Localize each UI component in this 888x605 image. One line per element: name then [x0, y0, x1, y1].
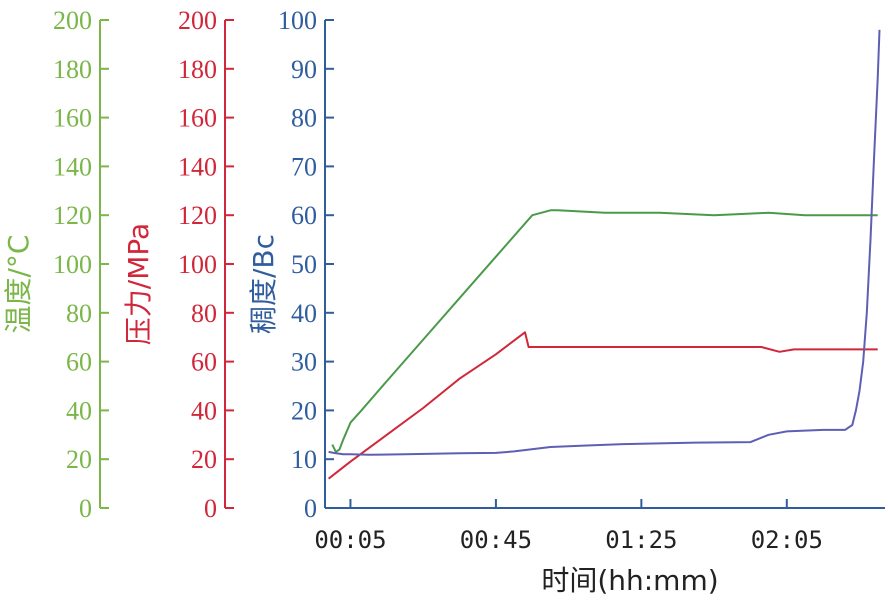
x-tick-label: 00:05 [314, 526, 386, 554]
y-tick-label: 140 [178, 152, 217, 181]
x-tick-label: 00:45 [460, 526, 532, 554]
y-tick-label: 120 [178, 201, 217, 230]
y-axis-temp: 0 20 40 60 80 100 120 140 160 180 200 温度/°C [2, 6, 109, 523]
x-tick-label: 01:25 [605, 526, 677, 554]
x-axis-title: 时间(hh:mm) [541, 564, 718, 597]
y-tick-label: 50 [291, 250, 317, 279]
y-tick-label: 20 [291, 396, 317, 425]
y-tick-label: 0 [79, 494, 92, 523]
y-tick-label: 100 [53, 250, 92, 279]
series-layer [327, 29, 881, 480]
y-tick-label: 160 [178, 104, 217, 133]
y-axis-cons: 0 10 20 30 40 50 60 70 80 90 100 稠度/Bc [247, 6, 334, 523]
y-tick-label: 80 [66, 299, 92, 328]
y-tick-label: 0 [304, 494, 317, 523]
y-tick-label: 180 [53, 55, 92, 84]
y-tick-label: 40 [66, 396, 92, 425]
y-tick-label: 140 [53, 152, 92, 181]
y-tick-label: 60 [291, 201, 317, 230]
series-line-cons [328, 29, 881, 456]
y-tick-label: 70 [291, 152, 317, 181]
y-tick-label: 40 [191, 396, 217, 425]
y-tick-label: 40 [291, 299, 317, 328]
y-tick-label: 200 [53, 6, 92, 35]
y-tick-label: 20 [191, 445, 217, 474]
y-tick-label: 80 [291, 104, 317, 133]
y-axis-title-temp: 温度/°C [2, 235, 35, 334]
y-tick-label: 20 [66, 445, 92, 474]
y-axis-title-press: 压力/MPa [122, 223, 155, 345]
series-line-temp [331, 209, 878, 453]
axes-layer: 020406080100120140160180200温度/°C02040608… [2, 6, 334, 523]
y-tick-label: 80 [191, 299, 217, 328]
y-tick-label: 120 [53, 201, 92, 230]
y-tick-label: 180 [178, 55, 217, 84]
y-tick-label: 200 [178, 6, 217, 35]
y-tick-label: 0 [204, 494, 217, 523]
y-tick-label: 10 [291, 445, 317, 474]
y-axis-press: 0 20 40 60 80 100 120 140 160 180 200 压力/MPa [122, 6, 234, 523]
y-tick-label: 90 [291, 55, 317, 84]
y-tick-label: 60 [66, 348, 92, 377]
y-tick-label: 100 [278, 6, 317, 35]
y-tick-label: 30 [291, 348, 317, 377]
x-tick-label: 02:05 [751, 526, 823, 554]
y-tick-label: 60 [191, 348, 217, 377]
x-axis: 00:05 00:45 01:25 02:05 时间(hh:mm) [314, 499, 885, 597]
series-line-press [327, 331, 878, 480]
y-tick-label: 100 [178, 250, 217, 279]
y-axis-title-cons: 稠度/Bc [247, 234, 280, 334]
y-tick-label: 160 [53, 104, 92, 133]
